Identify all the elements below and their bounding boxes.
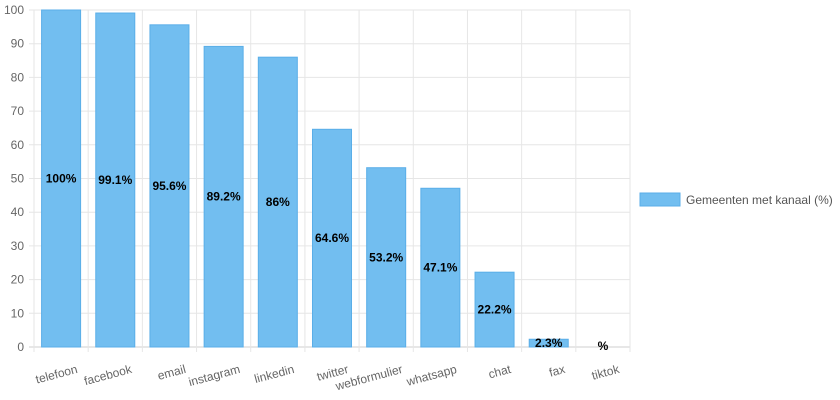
x-tick-label-fax: fax (548, 362, 567, 380)
data-label-facebook: 99.1% (98, 173, 132, 187)
data-label-twitter: 64.6% (315, 231, 349, 245)
data-label-tiktok: % (598, 339, 609, 353)
data-labels: 100% 99.1% 95.6% 89.2% 86% 64.6% 53.2% 47.1% 22.… (46, 172, 609, 354)
bar-series (41, 9, 569, 348)
y-tick-label: 70 (11, 104, 25, 118)
x-tick-label-tiktok: tiktok (590, 362, 622, 383)
x-tick-label-linkedin: linkedin (253, 362, 296, 386)
y-tick-label: 80 (11, 70, 25, 84)
x-axis: telefoon facebook email instagram linkedin tw… (34, 362, 622, 394)
data-label-webformulier: 53.2% (369, 250, 403, 264)
bar-email[interactable] (149, 24, 190, 348)
bar-webformulier[interactable] (366, 167, 407, 348)
y-tick-label: 60 (11, 138, 25, 152)
y-tick-label: 100 (4, 3, 24, 17)
y-tick-label: 90 (11, 37, 25, 51)
data-label-whatsapp: 47.1% (423, 261, 457, 275)
x-tick-label-telefoon: telefoon (34, 362, 79, 387)
data-label-linkedin: 86% (266, 195, 290, 209)
data-label-telefoon: 100% (46, 172, 77, 186)
data-label-email: 95.6% (152, 179, 186, 193)
legend-swatch (639, 192, 681, 207)
bar-facebook[interactable] (95, 12, 136, 348)
bar-whatsapp[interactable] (420, 187, 461, 348)
bar-telefoon[interactable] (41, 9, 82, 348)
x-tick-label-whatsapp: whatsapp (404, 362, 459, 389)
y-tick-label: 50 (11, 172, 25, 186)
y-tick-label: 20 (11, 273, 25, 287)
y-tick-label: 0 (17, 340, 24, 354)
y-tick-label: 10 (11, 306, 25, 320)
y-tick-label: 30 (11, 239, 25, 253)
bar-linkedin[interactable] (257, 56, 298, 348)
y-tick-label: 40 (11, 205, 25, 219)
bar-chat[interactable] (474, 271, 515, 348)
x-tick-label-email: email (156, 362, 187, 383)
legend[interactable]: Gemeenten met kanaal (%) (639, 192, 833, 207)
x-tick-label-chat: chat (487, 362, 513, 382)
x-tick-label-instagram: instagram (187, 362, 242, 389)
data-label-chat: 22.2% (478, 303, 512, 317)
bar-twitter[interactable] (311, 128, 353, 348)
x-tick-label-facebook: facebook (82, 362, 134, 388)
bar-fax[interactable] (528, 338, 569, 348)
data-label-instagram: 89.2% (207, 190, 241, 204)
bar-instagram[interactable] (203, 45, 244, 348)
data-label-fax: 2.3% (535, 336, 563, 350)
legend-label: Gemeenten met kanaal (%) (686, 193, 833, 207)
y-axis: 0 10 20 30 40 50 60 70 80 90 100 (4, 3, 24, 354)
